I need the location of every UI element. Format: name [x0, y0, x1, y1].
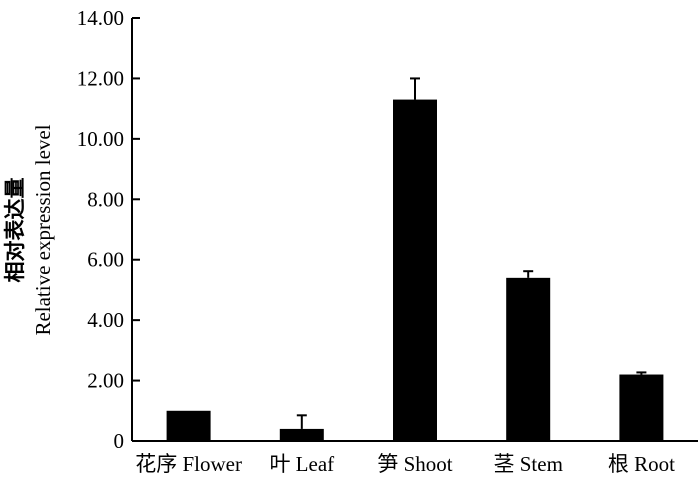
y-tick-label: 2.00	[87, 369, 124, 393]
y-tick-label: 10.00	[77, 127, 124, 151]
y-tick-label: 6.00	[87, 248, 124, 272]
x-category-label: 花序 Flower	[135, 452, 242, 476]
y-axis-label-english: Relative expression level	[31, 124, 55, 335]
bar	[279, 428, 324, 441]
y-tick-label: 8.00	[87, 187, 124, 211]
error-bars	[296, 77, 647, 429]
bar	[506, 277, 551, 441]
y-ticks: 0 2.00 4.00 6.00 8.00 10.00 12.00 14.00	[77, 6, 140, 453]
y-tick-label: 4.00	[87, 308, 124, 332]
x-categories: 花序 Flower 叶 Leaf 笋 Shoot 茎 Stem 根 Root	[135, 452, 675, 476]
y-axis-label-chinese: 相对表达量	[3, 178, 27, 283]
x-category-label: 根 Root	[608, 452, 675, 476]
x-category-label: 茎 Stem	[493, 452, 562, 476]
bars	[166, 99, 664, 441]
y-tick-label: 14.00	[77, 6, 124, 30]
bar	[166, 410, 211, 441]
x-category-label: 笋 Shoot	[377, 452, 452, 476]
bar	[393, 99, 437, 441]
y-tick-label: 12.00	[77, 66, 124, 90]
y-tick-label: 0	[114, 429, 125, 453]
bar	[619, 374, 664, 441]
x-category-label: 叶 Leaf	[269, 452, 334, 476]
